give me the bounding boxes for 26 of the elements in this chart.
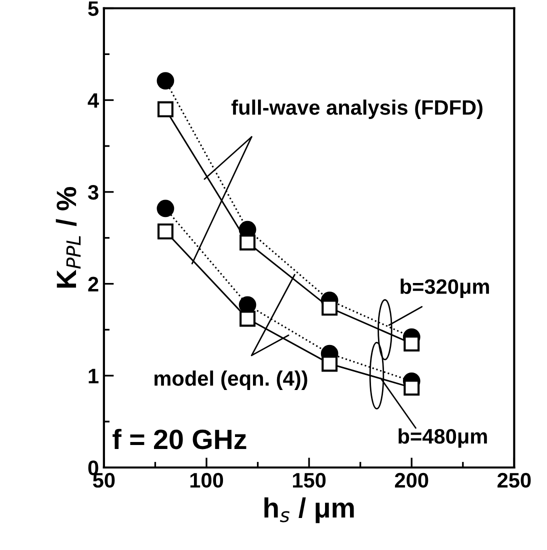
point (404, 380, 420, 396)
annotation: model (eqn. (4)) (154, 370, 308, 390)
x-tick-label: 100 (190, 472, 224, 488)
x-tick-label: 200 (394, 472, 428, 488)
point (240, 234, 256, 250)
annotation: f = 20 GHz (112, 428, 246, 450)
point (157, 101, 174, 118)
point (157, 223, 174, 240)
y-axis-title: K$_{PPL}$ / % (56, 187, 81, 288)
annotation: b=320μm (400, 278, 489, 298)
y-tick-label: 3 (88, 184, 98, 200)
y-tick-label: 2 (88, 276, 98, 292)
y-tick-label: 1 (88, 368, 98, 384)
point (404, 336, 420, 352)
x-tick-label: 250 (498, 472, 531, 488)
x-tick-label: 150 (292, 472, 326, 488)
annotation: b=480μm (398, 428, 487, 448)
annotation: full-wave analysis (FDFD) (231, 100, 482, 119)
point (322, 300, 338, 316)
x-axis-title: h$_{s}$ / μm (264, 497, 354, 524)
point (322, 356, 338, 372)
point (156, 200, 174, 218)
point (240, 310, 256, 327)
y-tick-label: 5 (88, 1, 98, 16)
y-tick-label: 4 (88, 93, 99, 108)
point (156, 72, 174, 90)
